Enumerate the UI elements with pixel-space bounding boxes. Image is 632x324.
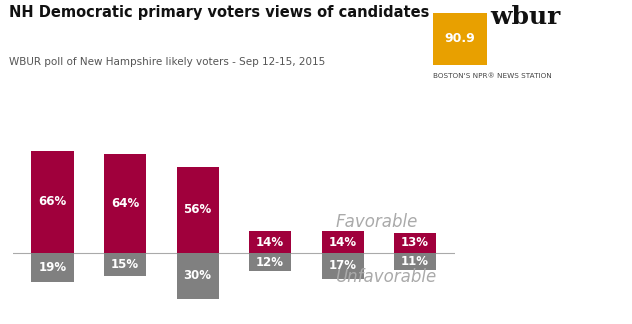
FancyBboxPatch shape [430, 10, 489, 67]
Text: 12%: 12% [256, 256, 284, 269]
Text: 13%: 13% [401, 236, 429, 249]
Bar [104, 253, 146, 276]
Bar [322, 253, 363, 279]
Text: 30%: 30% [183, 270, 212, 283]
Text: 14%: 14% [329, 236, 356, 249]
Bar [322, 231, 363, 253]
Text: 66%: 66% [39, 195, 66, 209]
Text: BOSTON'S NPR® NEWS STATION: BOSTON'S NPR® NEWS STATION [433, 73, 552, 79]
Text: Favorable: Favorable [336, 213, 418, 231]
Text: NH Democratic primary voters views of candidates: NH Democratic primary voters views of ca… [9, 5, 430, 20]
Text: 11%: 11% [401, 255, 429, 268]
Text: Unfavorable: Unfavorable [336, 269, 437, 286]
Bar [104, 154, 146, 253]
Text: WBUR poll of New Hampshire likely voters - Sep 12-15, 2015: WBUR poll of New Hampshire likely voters… [9, 57, 325, 67]
Bar [32, 151, 73, 253]
Text: 17%: 17% [329, 260, 356, 272]
Bar [249, 231, 291, 253]
Text: 90.9: 90.9 [444, 32, 475, 45]
Text: wbur: wbur [490, 5, 560, 29]
Bar [32, 253, 73, 282]
Text: 15%: 15% [111, 258, 139, 271]
Bar [394, 253, 436, 270]
Bar [176, 253, 219, 299]
Text: 14%: 14% [256, 236, 284, 249]
Text: 56%: 56% [183, 203, 212, 216]
Bar [176, 167, 219, 253]
Text: 64%: 64% [111, 197, 139, 210]
Bar [394, 233, 436, 253]
Bar [249, 253, 291, 271]
Text: 19%: 19% [39, 261, 66, 274]
